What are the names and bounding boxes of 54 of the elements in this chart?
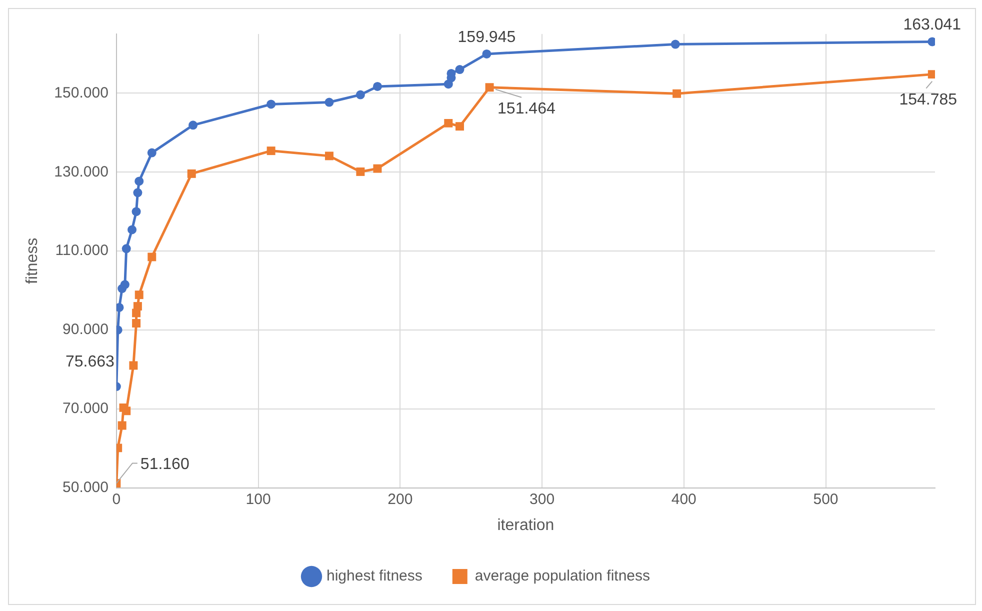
x-axis-title: iteration — [497, 516, 554, 534]
data-label: 154.785 — [899, 91, 958, 108]
point — [187, 169, 196, 178]
point — [266, 146, 276, 156]
point — [456, 122, 464, 131]
data-label: 159.945 — [458, 28, 516, 46]
point — [455, 65, 464, 74]
point — [133, 188, 142, 198]
point — [444, 118, 453, 128]
point — [324, 152, 334, 160]
y-tick-label: 90.000 — [62, 321, 108, 338]
legend-label: average population fitness — [474, 568, 650, 585]
x-tick-label: 400 — [671, 490, 696, 508]
point — [116, 302, 124, 312]
x-tick-label: 500 — [813, 490, 838, 508]
point — [356, 167, 365, 176]
point — [122, 244, 131, 254]
point — [372, 82, 382, 91]
point — [482, 49, 492, 58]
point — [373, 164, 382, 173]
x-tick-label: 200 — [388, 490, 413, 508]
x-tick-label: 0 — [112, 490, 121, 508]
point — [147, 148, 156, 158]
point — [266, 100, 276, 109]
point — [324, 98, 334, 107]
point — [148, 252, 156, 262]
point — [132, 207, 141, 216]
x-tick-label: 300 — [530, 490, 555, 508]
point — [672, 89, 682, 98]
legend-label: highest fitness — [326, 568, 422, 585]
point — [134, 290, 144, 300]
point — [928, 70, 935, 79]
y-tick-label: 130.000 — [54, 163, 108, 180]
point — [118, 421, 126, 430]
y-tick-label: 110.000 — [55, 242, 108, 260]
data-label: 163.041 — [903, 16, 962, 34]
point — [120, 280, 130, 290]
point — [188, 120, 198, 130]
point — [133, 302, 142, 311]
data-label: 75.663 — [65, 354, 115, 371]
point — [128, 225, 137, 234]
point — [670, 40, 680, 49]
point — [356, 90, 365, 100]
point — [132, 319, 141, 328]
x-tick-label: 100 — [246, 490, 271, 508]
point — [129, 361, 138, 370]
y-axis-title: fitness — [24, 238, 42, 284]
point — [134, 176, 144, 186]
data-label: 151.464 — [498, 100, 556, 118]
data-label: 51.160 — [140, 456, 190, 474]
y-tick-label: 50.000 — [62, 478, 108, 496]
y-tick-label: 70.000 — [62, 400, 108, 418]
y-tick-label: 150.000 — [54, 84, 108, 102]
point — [485, 83, 494, 92]
